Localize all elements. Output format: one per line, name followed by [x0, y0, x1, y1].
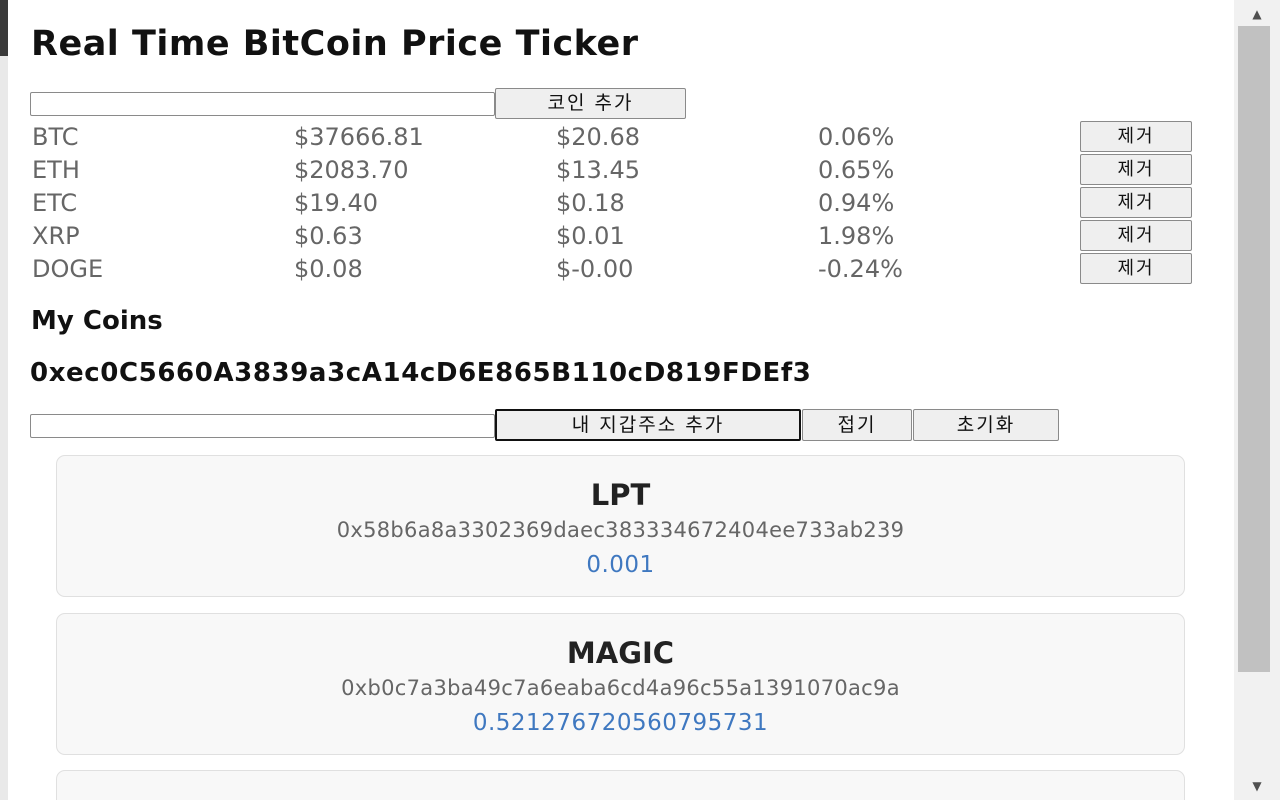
- page-title: Real Time BitCoin Price Ticker: [31, 24, 639, 64]
- collapse-button[interactable]: 접기: [802, 409, 912, 441]
- coin-percent: 0.65%: [818, 156, 895, 184]
- coin-percent: -0.24%: [818, 255, 903, 283]
- coin-change: $13.45: [556, 156, 640, 184]
- add-coin-input[interactable]: [30, 92, 495, 116]
- card-contract-address: 0x58b6a8a3302369daec383334672404ee733ab2…: [336, 518, 905, 542]
- coin-price: $0.08: [294, 255, 363, 283]
- coin-price: $19.40: [294, 189, 378, 217]
- remove-coin-button[interactable]: 제거: [1080, 154, 1192, 185]
- coin-price: $0.63: [294, 222, 363, 250]
- coin-change: $-0.00: [556, 255, 634, 283]
- wallet-address: 0xec0C5660A3839a3cA14cD6E865B110cD819FDE…: [30, 358, 812, 388]
- coin-change: $0.18: [556, 189, 625, 217]
- background-window-dark-region: [0, 0, 8, 56]
- coin-symbol: XRP: [32, 222, 80, 250]
- add-wallet-button[interactable]: 내 지갑주소 추가: [495, 409, 801, 441]
- coin-symbol: ETC: [32, 189, 78, 217]
- coin-symbol: BTC: [32, 123, 79, 151]
- coin-percent: 1.98%: [818, 222, 895, 250]
- coin-change: $0.01: [556, 222, 625, 250]
- add-coin-button[interactable]: 코인 추가: [495, 88, 686, 119]
- coin-card-partial: [56, 770, 1185, 800]
- reset-button[interactable]: 초기화: [913, 409, 1059, 441]
- remove-coin-button[interactable]: 제거: [1080, 187, 1192, 218]
- background-window-edge: [0, 0, 8, 800]
- ticker-row: DOGE $0.08 $-0.00 -0.24% 제거: [8, 252, 1208, 285]
- coin-symbol: ETH: [32, 156, 80, 184]
- extension-popup: Real Time BitCoin Price Ticker 코인 추가 BTC…: [8, 0, 1234, 800]
- scrollbar-thumb[interactable]: [1238, 26, 1270, 672]
- vertical-scrollbar[interactable]: ▲ ▼: [1234, 0, 1280, 800]
- coin-price: $2083.70: [294, 156, 409, 184]
- coin-percent: 0.06%: [818, 123, 895, 151]
- remove-coin-button[interactable]: 제거: [1080, 253, 1192, 284]
- coin-card: LPT 0x58b6a8a3302369daec383334672404ee733…: [56, 455, 1185, 597]
- coin-price: $37666.81: [294, 123, 424, 151]
- card-balance: 0.521276720560795731: [472, 710, 769, 736]
- arrow-up-icon[interactable]: ▲: [1252, 7, 1262, 21]
- my-coins-heading: My Coins: [31, 306, 163, 336]
- arrow-down-icon[interactable]: ▼: [1252, 779, 1262, 793]
- ticker-row: XRP $0.63 $0.01 1.98% 제거: [8, 219, 1208, 252]
- remove-coin-button[interactable]: 제거: [1080, 220, 1192, 251]
- ticker-row: ETC $19.40 $0.18 0.94% 제거: [8, 186, 1208, 219]
- ticker-row: ETH $2083.70 $13.45 0.65% 제거: [8, 153, 1208, 186]
- ticker-row: BTC $37666.81 $20.68 0.06% 제거: [8, 120, 1208, 153]
- coin-change: $20.68: [556, 123, 640, 151]
- card-balance: 0.001: [586, 552, 655, 578]
- card-symbol: MAGIC: [566, 636, 675, 670]
- card-contract-address: 0xb0c7a3ba49c7a6eaba6cd4a96c55a1391070ac…: [341, 676, 900, 700]
- card-symbol: LPT: [590, 478, 651, 512]
- coin-percent: 0.94%: [818, 189, 895, 217]
- coin-symbol: DOGE: [32, 255, 104, 283]
- remove-coin-button[interactable]: 제거: [1080, 121, 1192, 152]
- coin-card: MAGIC 0xb0c7a3ba49c7a6eaba6cd4a96c55a1391…: [56, 613, 1185, 755]
- wallet-address-input[interactable]: [30, 414, 495, 438]
